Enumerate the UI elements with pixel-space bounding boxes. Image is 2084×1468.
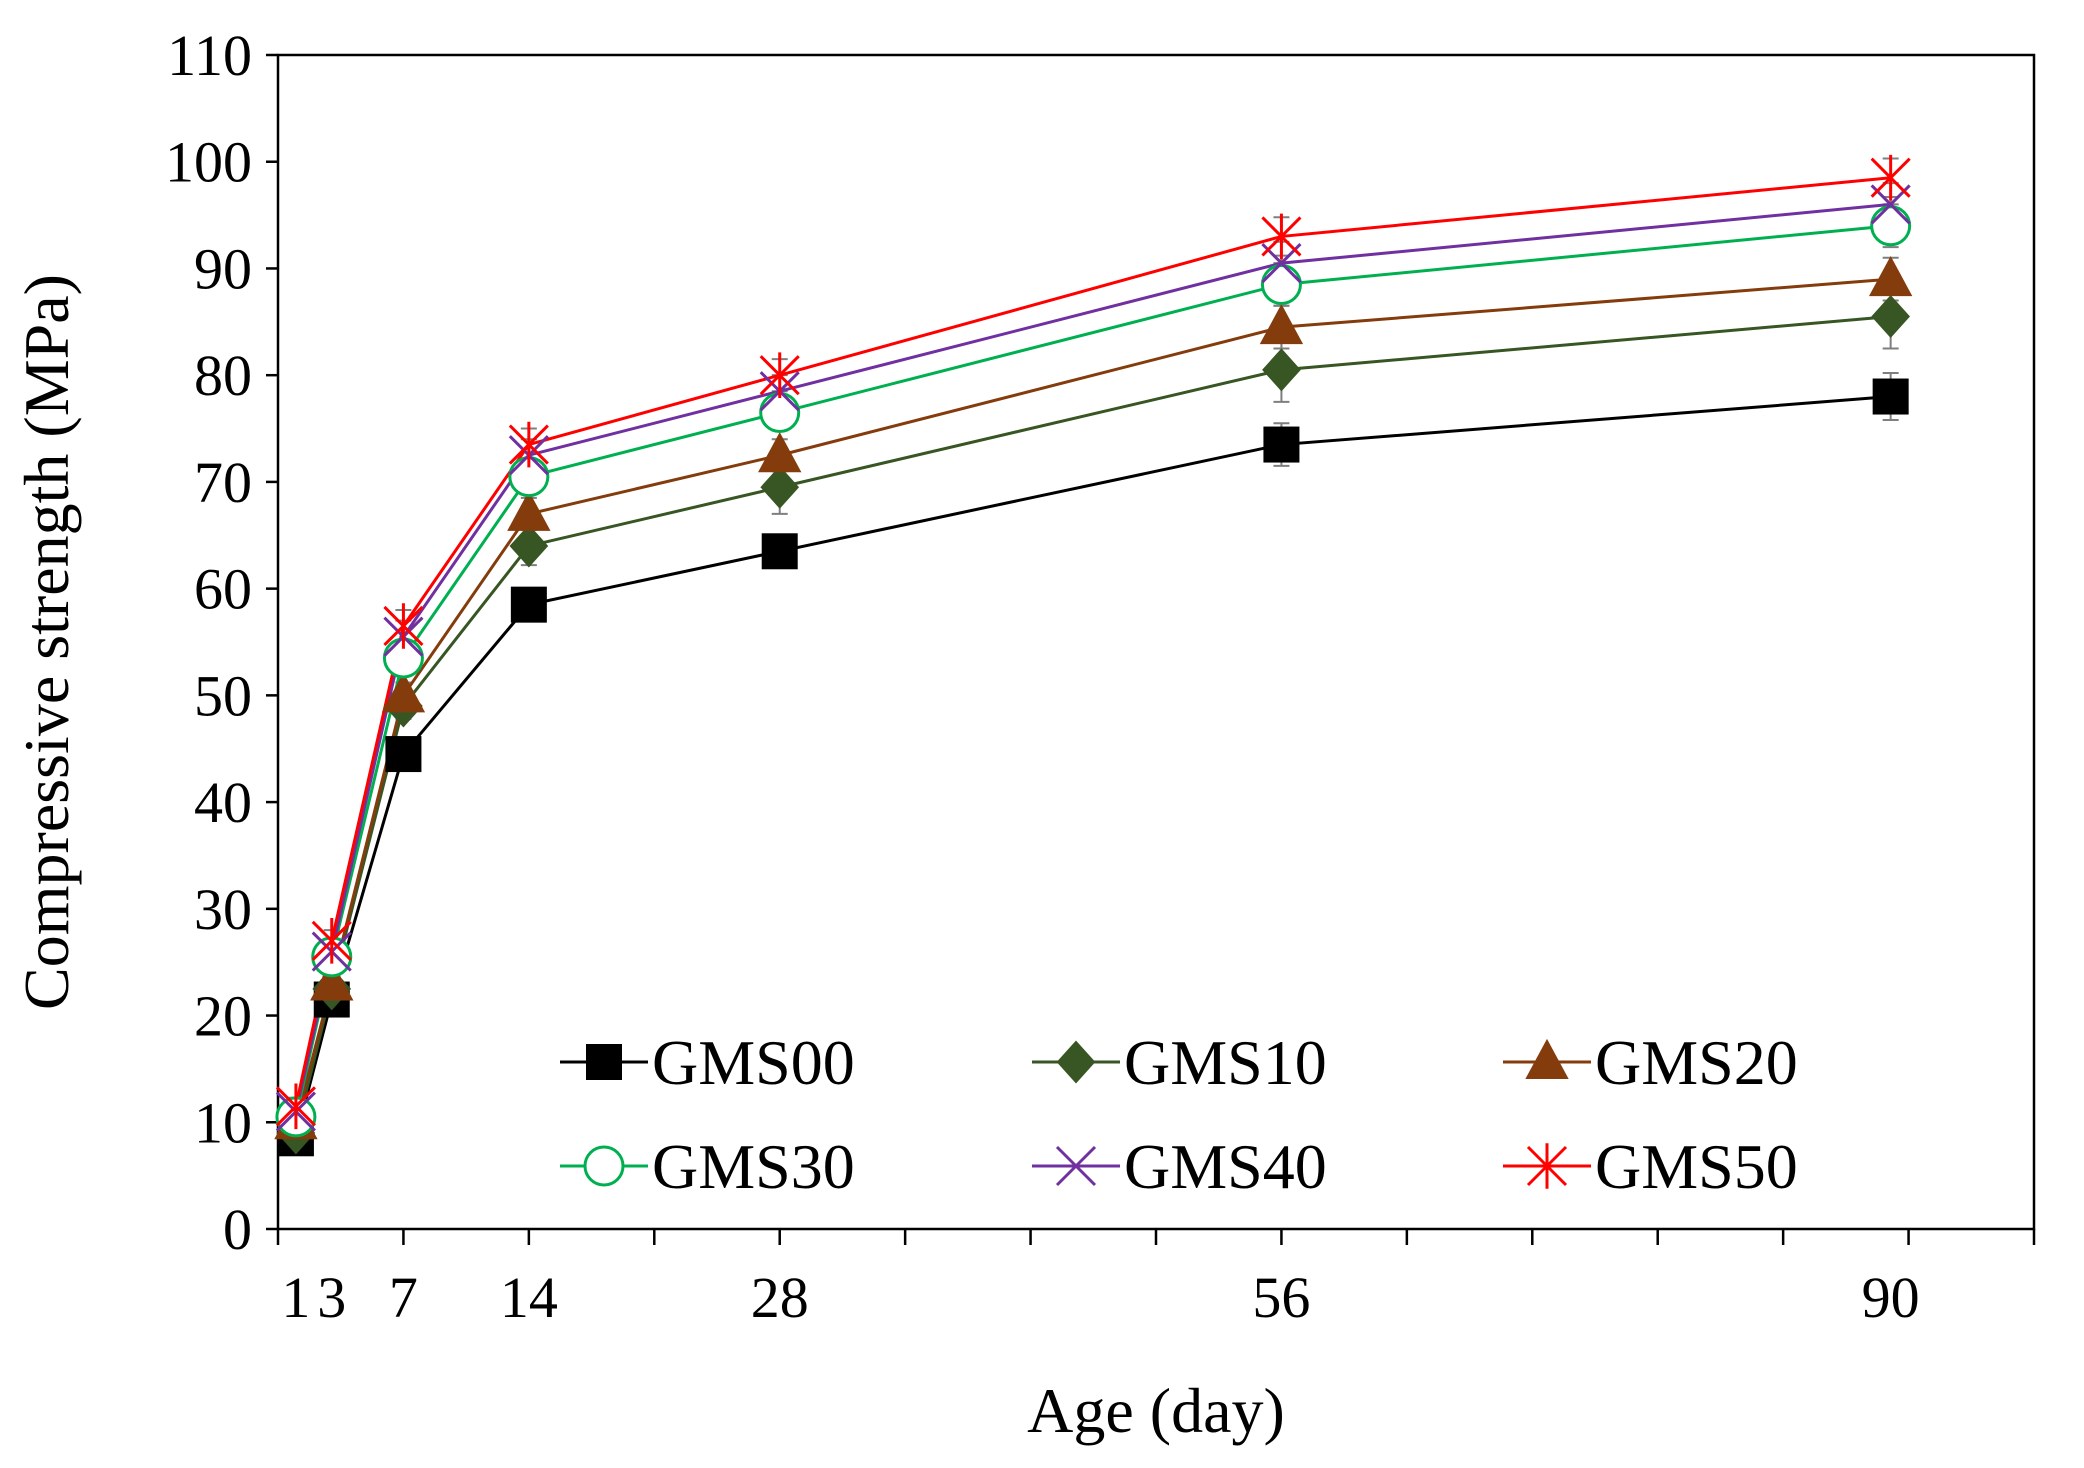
legend-item-gms40: GMS40 bbox=[1032, 1131, 1327, 1202]
legend: GMS00 GMS10 GMS20 GMS30 GMS40 GMS50 bbox=[560, 1027, 1798, 1202]
legend-label-gms00: GMS00 bbox=[652, 1027, 855, 1098]
marker-gms00 bbox=[385, 736, 422, 773]
marker-gms50 bbox=[311, 918, 352, 964]
error-bars bbox=[287, 157, 1899, 1148]
legend-marker-gms00 bbox=[586, 1044, 622, 1080]
marker-gms00 bbox=[1263, 426, 1300, 463]
marker-gms30 bbox=[1260, 263, 1302, 305]
legend-label-gms10: GMS10 bbox=[1124, 1027, 1327, 1098]
y-tick-label: 80 bbox=[194, 343, 252, 408]
marker-gms00 bbox=[761, 533, 798, 570]
marker-gms20 bbox=[310, 960, 354, 1001]
legend-item-gms30: GMS30 bbox=[560, 1131, 855, 1202]
y-tick-label: 20 bbox=[194, 984, 252, 1049]
marker-gms20 bbox=[507, 490, 551, 531]
x-tick-label: 14 bbox=[500, 1265, 558, 1330]
marker-gms10 bbox=[509, 524, 549, 568]
y-tick-label: 30 bbox=[194, 877, 252, 942]
x-tick-label: 3 bbox=[317, 1265, 346, 1330]
y-tick-label: 50 bbox=[194, 663, 252, 728]
x-tick-label: 28 bbox=[751, 1265, 809, 1330]
legend-marker-gms10 bbox=[1056, 1040, 1096, 1084]
legend-marker-gms30 bbox=[583, 1145, 625, 1187]
legend-item-gms20: GMS20 bbox=[1503, 1027, 1798, 1098]
marker-gms50 bbox=[508, 421, 549, 468]
marker-gms50 bbox=[759, 352, 800, 398]
y-tick-label: 40 bbox=[194, 770, 252, 835]
x-tick-label: 7 bbox=[389, 1265, 418, 1330]
legend-item-gms10: GMS10 bbox=[1032, 1027, 1327, 1098]
legend-label-gms30: GMS30 bbox=[652, 1131, 855, 1202]
marker-gms20 bbox=[758, 432, 802, 473]
line-gms40 bbox=[294, 202, 1891, 1112]
x-axis: 1 3 7 14 28 56 90 bbox=[276, 1229, 2036, 1330]
legend-item-gms00: GMS00 bbox=[560, 1027, 855, 1098]
legend-marker-gms20 bbox=[1525, 1038, 1569, 1079]
y-tick-label: 100 bbox=[165, 130, 252, 195]
y-tick-label: 90 bbox=[194, 236, 252, 301]
series-lines bbox=[294, 176, 1891, 1139]
marker-gms10 bbox=[1871, 294, 1910, 338]
marker-gms50 bbox=[383, 603, 424, 649]
x-tick-label: 90 bbox=[1862, 1265, 1920, 1330]
legend-label-gms40: GMS40 bbox=[1124, 1131, 1327, 1202]
y-tick-label: 10 bbox=[194, 1090, 252, 1155]
marker-gms50 bbox=[1261, 213, 1302, 260]
marker-gms10 bbox=[1262, 348, 1301, 392]
legend-marker-gms40 bbox=[1055, 1145, 1097, 1187]
marker-gms20 bbox=[1868, 256, 1913, 297]
legend-label-gms20: GMS20 bbox=[1595, 1027, 1798, 1098]
y-axis: 0 10 20 30 40 50 60 70 80 90 100 110 bbox=[165, 23, 278, 1262]
marker-gms10 bbox=[760, 465, 800, 509]
marker-gms30 bbox=[1870, 205, 1912, 247]
y-tick-label: 60 bbox=[194, 557, 252, 622]
legend-item-gms50: GMS50 bbox=[1503, 1131, 1798, 1202]
x-tick-label: 1 bbox=[281, 1265, 310, 1330]
series-markers bbox=[274, 154, 1913, 1157]
marker-gms50 bbox=[275, 1083, 316, 1130]
line-gms50 bbox=[294, 176, 1891, 1107]
marker-gms30 bbox=[759, 392, 801, 434]
x-axis-title: Age (day) bbox=[1027, 1375, 1285, 1446]
y-tick-label: 0 bbox=[223, 1197, 252, 1262]
marker-gms00 bbox=[510, 586, 547, 623]
y-tick-label: 70 bbox=[194, 450, 252, 515]
marker-gms50 bbox=[1870, 154, 1911, 201]
x-tick-label: 56 bbox=[1252, 1265, 1310, 1330]
marker-gms20 bbox=[1259, 304, 1304, 345]
line-gms30 bbox=[294, 224, 1891, 1118]
y-tick-label: 110 bbox=[167, 23, 252, 88]
y-axis-title: Compressive strength (MPa) bbox=[11, 274, 82, 1010]
marker-gms20 bbox=[381, 672, 426, 713]
legend-label-gms50: GMS50 bbox=[1595, 1131, 1798, 1202]
legend-marker-gms50 bbox=[1526, 1143, 1568, 1189]
line-gms20 bbox=[294, 277, 1891, 1123]
marker-gms00 bbox=[1872, 378, 1909, 415]
